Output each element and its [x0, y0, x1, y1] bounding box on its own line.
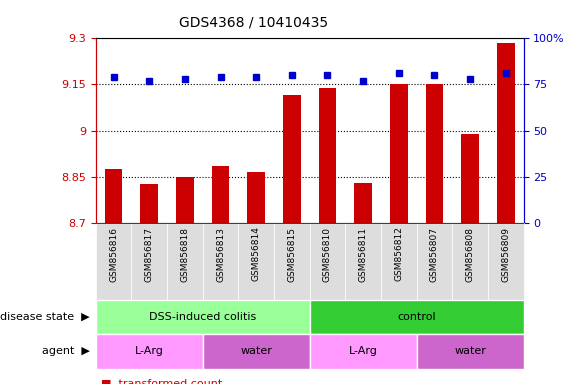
Bar: [452, 223, 488, 300]
Bar: [354, 183, 372, 223]
Bar: [247, 172, 265, 223]
Text: L-Arg: L-Arg: [135, 346, 164, 356]
Bar: [381, 223, 417, 300]
Bar: [310, 300, 524, 334]
Bar: [167, 223, 203, 300]
Bar: [203, 334, 310, 369]
Bar: [212, 166, 230, 223]
Text: GSM856810: GSM856810: [323, 227, 332, 281]
Bar: [238, 223, 274, 300]
Text: GSM856809: GSM856809: [501, 227, 510, 281]
Bar: [203, 223, 238, 300]
Bar: [390, 84, 408, 223]
Text: GDS4368 / 10410435: GDS4368 / 10410435: [179, 15, 328, 29]
Text: GSM856818: GSM856818: [180, 227, 189, 281]
Bar: [497, 43, 515, 223]
Text: ■  transformed count: ■ transformed count: [101, 378, 222, 384]
Bar: [310, 223, 345, 300]
Bar: [417, 334, 524, 369]
Text: GSM856811: GSM856811: [359, 227, 368, 281]
Text: GSM856807: GSM856807: [430, 227, 439, 281]
Bar: [283, 95, 301, 223]
Text: GSM856812: GSM856812: [394, 227, 403, 281]
Text: GSM856808: GSM856808: [466, 227, 475, 281]
Text: water: water: [240, 346, 272, 356]
Text: GSM856815: GSM856815: [287, 227, 296, 281]
Text: GSM856814: GSM856814: [252, 227, 261, 281]
Bar: [96, 334, 203, 369]
Bar: [310, 334, 417, 369]
Text: GSM856816: GSM856816: [109, 227, 118, 281]
Bar: [96, 223, 131, 300]
Text: water: water: [454, 346, 486, 356]
Bar: [488, 223, 524, 300]
Bar: [176, 177, 194, 223]
Bar: [274, 223, 310, 300]
Text: GSM856817: GSM856817: [145, 227, 154, 281]
Text: control: control: [397, 312, 436, 322]
Text: L-Arg: L-Arg: [348, 346, 378, 356]
Bar: [105, 169, 123, 223]
Bar: [417, 223, 452, 300]
Bar: [426, 84, 444, 223]
Bar: [345, 223, 381, 300]
Bar: [319, 88, 337, 223]
Bar: [461, 134, 479, 223]
Text: disease state  ▶: disease state ▶: [1, 312, 90, 322]
Text: agent  ▶: agent ▶: [42, 346, 90, 356]
Bar: [96, 300, 310, 334]
Bar: [140, 184, 158, 223]
Text: DSS-induced colitis: DSS-induced colitis: [149, 312, 256, 322]
Bar: [131, 223, 167, 300]
Text: GSM856813: GSM856813: [216, 227, 225, 281]
